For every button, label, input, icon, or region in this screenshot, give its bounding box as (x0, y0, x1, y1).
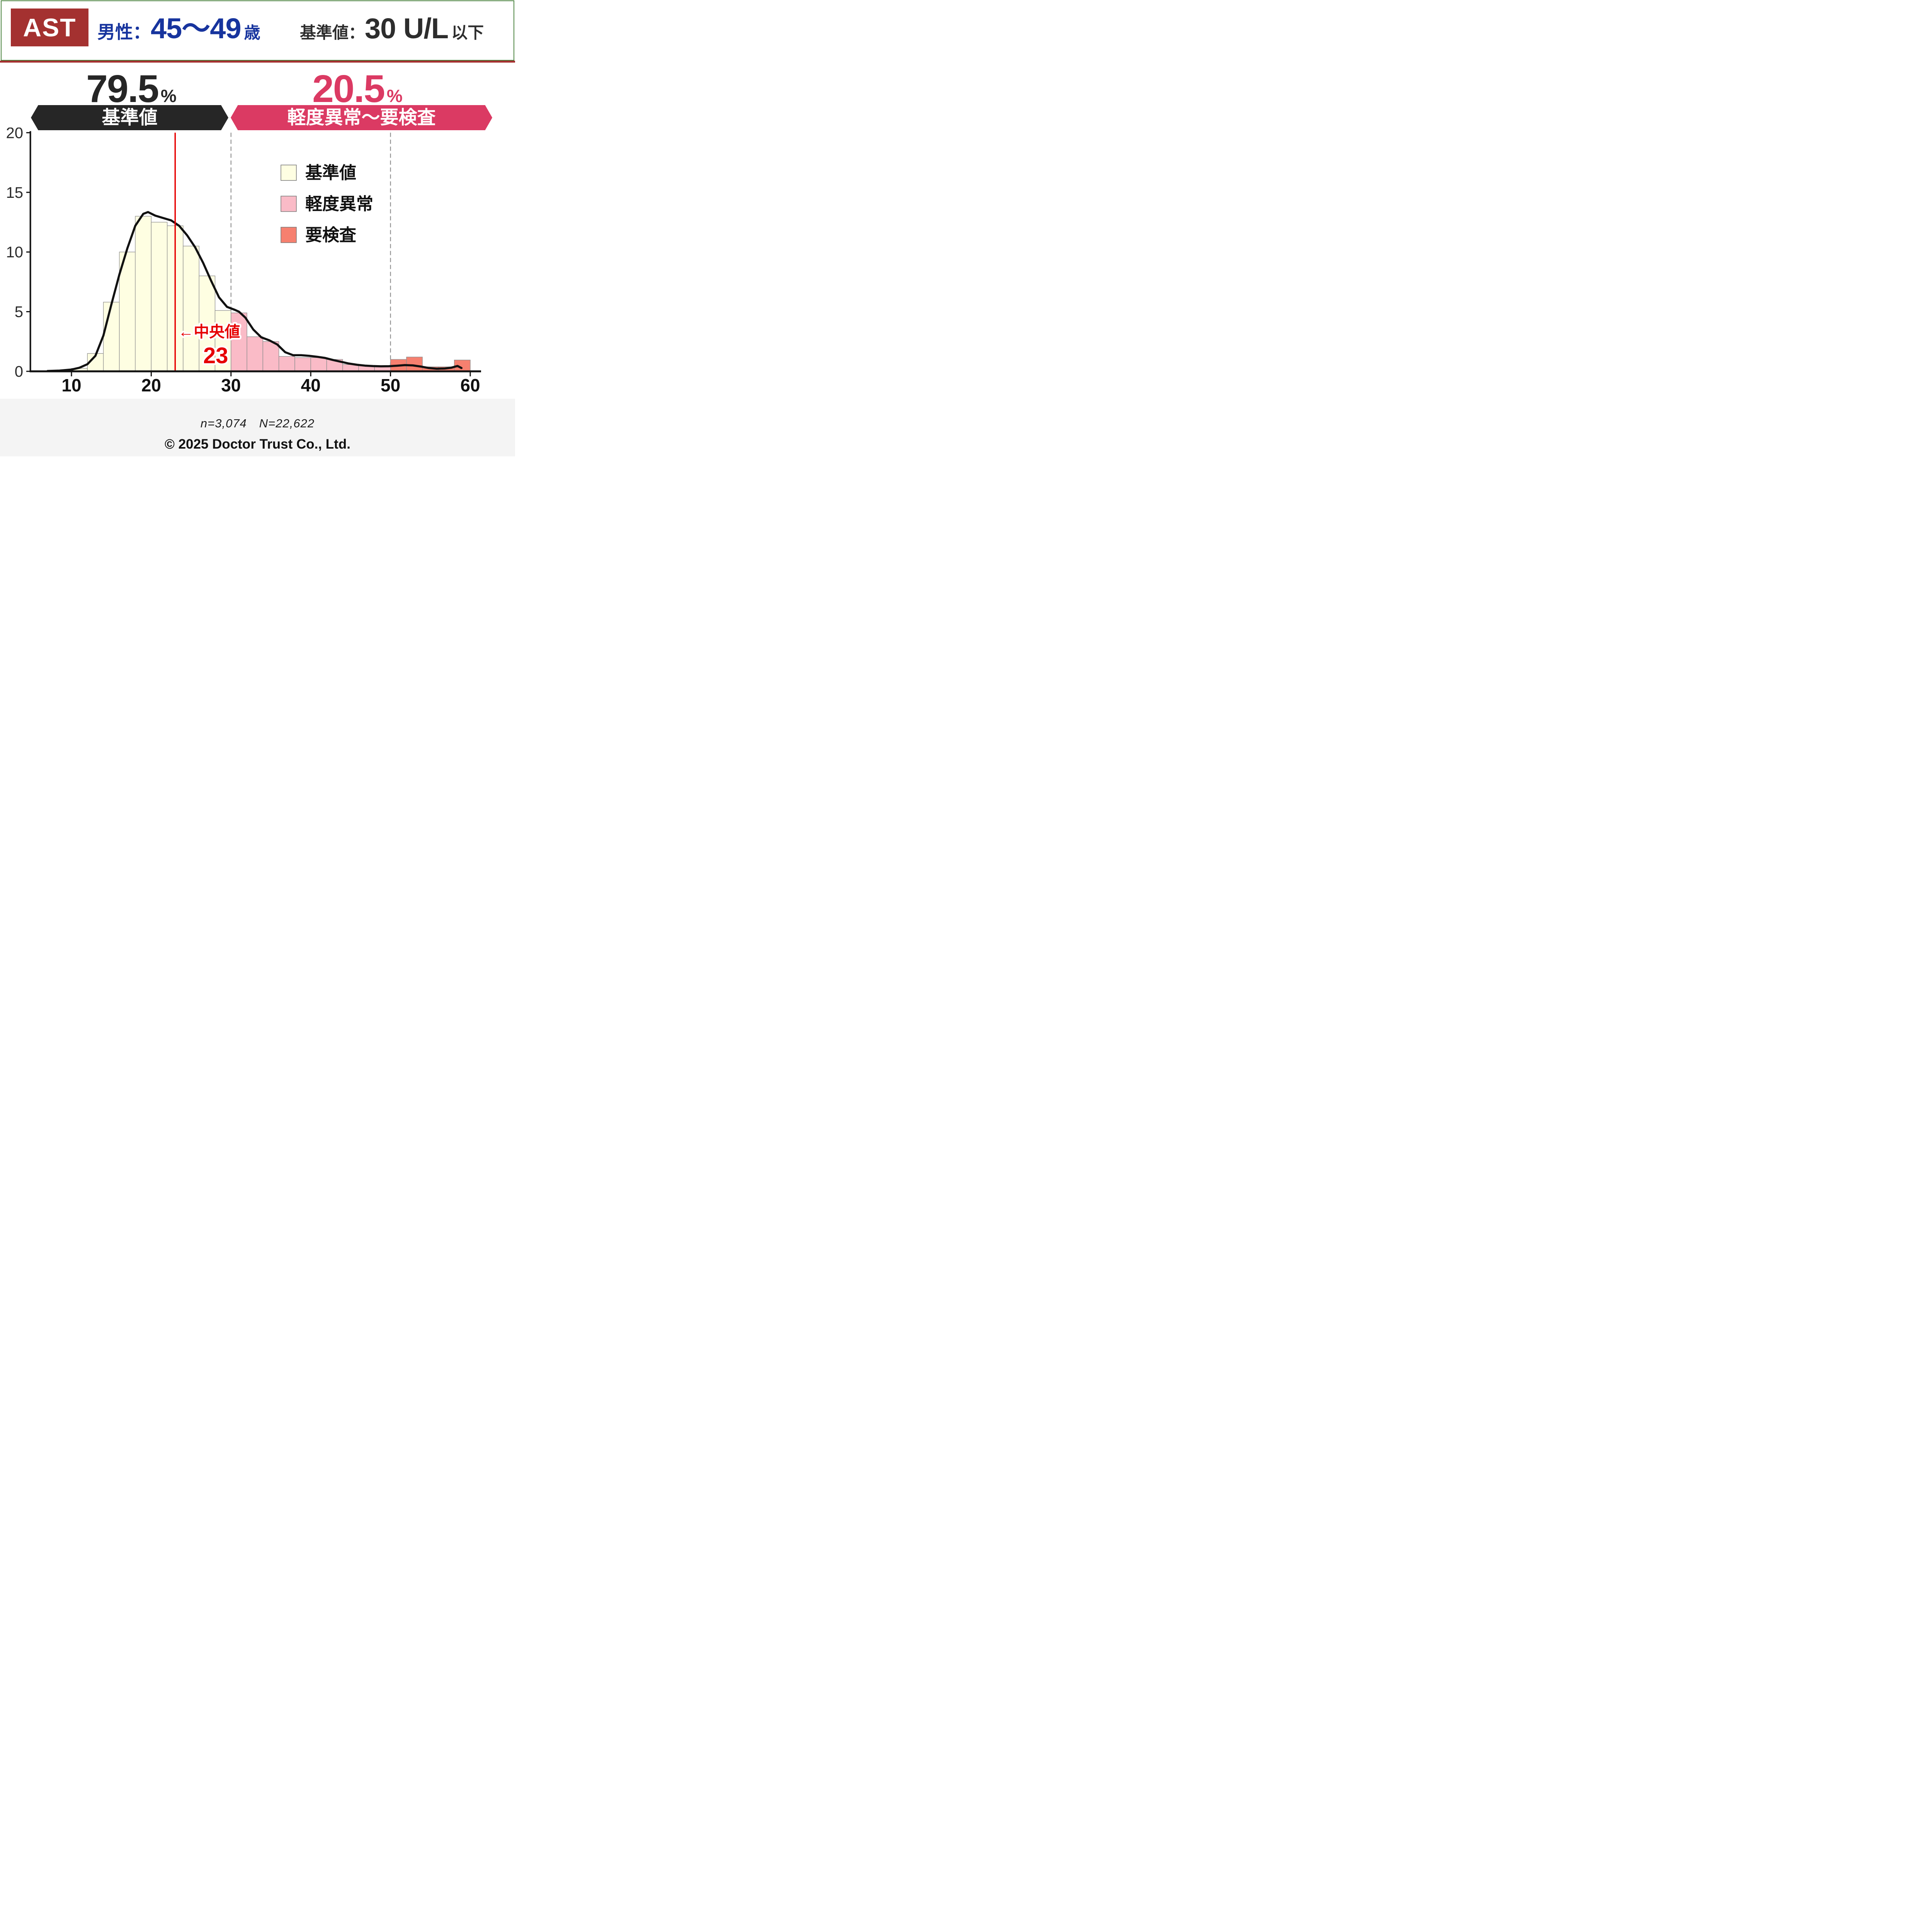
sample-size-note: n=3,074 N=22,622 (200, 417, 315, 430)
copyright-note: © 2025 Doctor Trust Co., Ltd. (165, 437, 350, 452)
histogram-bar (294, 357, 311, 372)
header-card: AST 男性： 45～49 歳 基準値： 30 U/L 以下 (1, 0, 514, 61)
normal-percentage-value: 79.5 (86, 67, 159, 111)
histogram-bar (310, 357, 327, 372)
legend-swatch-3 (281, 227, 297, 243)
ast-distribution-infographic: AST 男性： 45～49 歳 基準値： 30 U/L 以下 79.5% 20.5% 基… (0, 0, 515, 456)
legend-label-2: 軽度異常 (305, 195, 373, 214)
normal-percentage: 79.5% (86, 70, 177, 108)
normal-range-banner: 基準値 (31, 105, 228, 130)
x-tick-label: 60 (460, 375, 480, 395)
reference-suffix: 以下 (451, 24, 484, 42)
y-tick-label: 10 (6, 244, 24, 261)
y-tick-label: 0 (15, 363, 23, 380)
abnormal-percentage-value: 20.5 (312, 67, 385, 111)
y-tick-label: 15 (6, 184, 24, 201)
histogram-bar (151, 222, 168, 372)
test-name-badge: AST (11, 9, 88, 46)
legend-label-1: 基準値 (305, 163, 356, 182)
demographic-prefix: 男性： (97, 22, 151, 42)
histogram-bar (247, 336, 264, 372)
y-tick-label: 20 (6, 128, 24, 141)
legend-swatch-2 (281, 196, 297, 212)
footer: n=3,074 N=22,622 © 2025 Doctor Trust Co.… (0, 399, 515, 456)
demographic-label: 男性： 45～49 歳 (97, 14, 260, 43)
header-divider (0, 61, 515, 63)
reference-prefix: 基準値： (300, 24, 365, 42)
x-tick-label: 40 (301, 375, 321, 395)
x-tick-label: 10 (61, 375, 81, 395)
reference-value-label: 基準値： 30 U/L 以下 (300, 14, 484, 43)
kde-curve (46, 211, 463, 372)
abnormal-range-banner: 軽度異常～要検査 (231, 105, 492, 130)
histogram-bar (262, 341, 279, 372)
histogram-bar (135, 216, 152, 372)
histogram-bar (406, 357, 423, 372)
x-tick-label: 50 (381, 375, 400, 395)
histogram-bar (231, 313, 247, 372)
legend-label-3: 要検査 (305, 226, 356, 245)
demographic-suffix: 歳 (244, 24, 260, 42)
abnormal-percentage-unit: % (386, 86, 403, 106)
x-tick-label: 20 (141, 375, 161, 395)
abnormal-percentage: 20.5% (312, 70, 403, 108)
legend-swatch-1 (281, 165, 297, 181)
normal-percentage-unit: % (160, 86, 177, 106)
median-annotation-icon-and-label: ←中央値 (178, 323, 240, 340)
y-tick-label: 5 (15, 304, 23, 321)
x-tick-label: 30 (221, 375, 241, 395)
reference-value: 30 U/L (365, 12, 449, 44)
demographic-range: 45～49 (151, 12, 242, 44)
median-value: 23 (203, 343, 228, 368)
histogram-bar (103, 302, 120, 372)
histogram-bar (278, 356, 295, 372)
histogram-bar (183, 246, 199, 372)
